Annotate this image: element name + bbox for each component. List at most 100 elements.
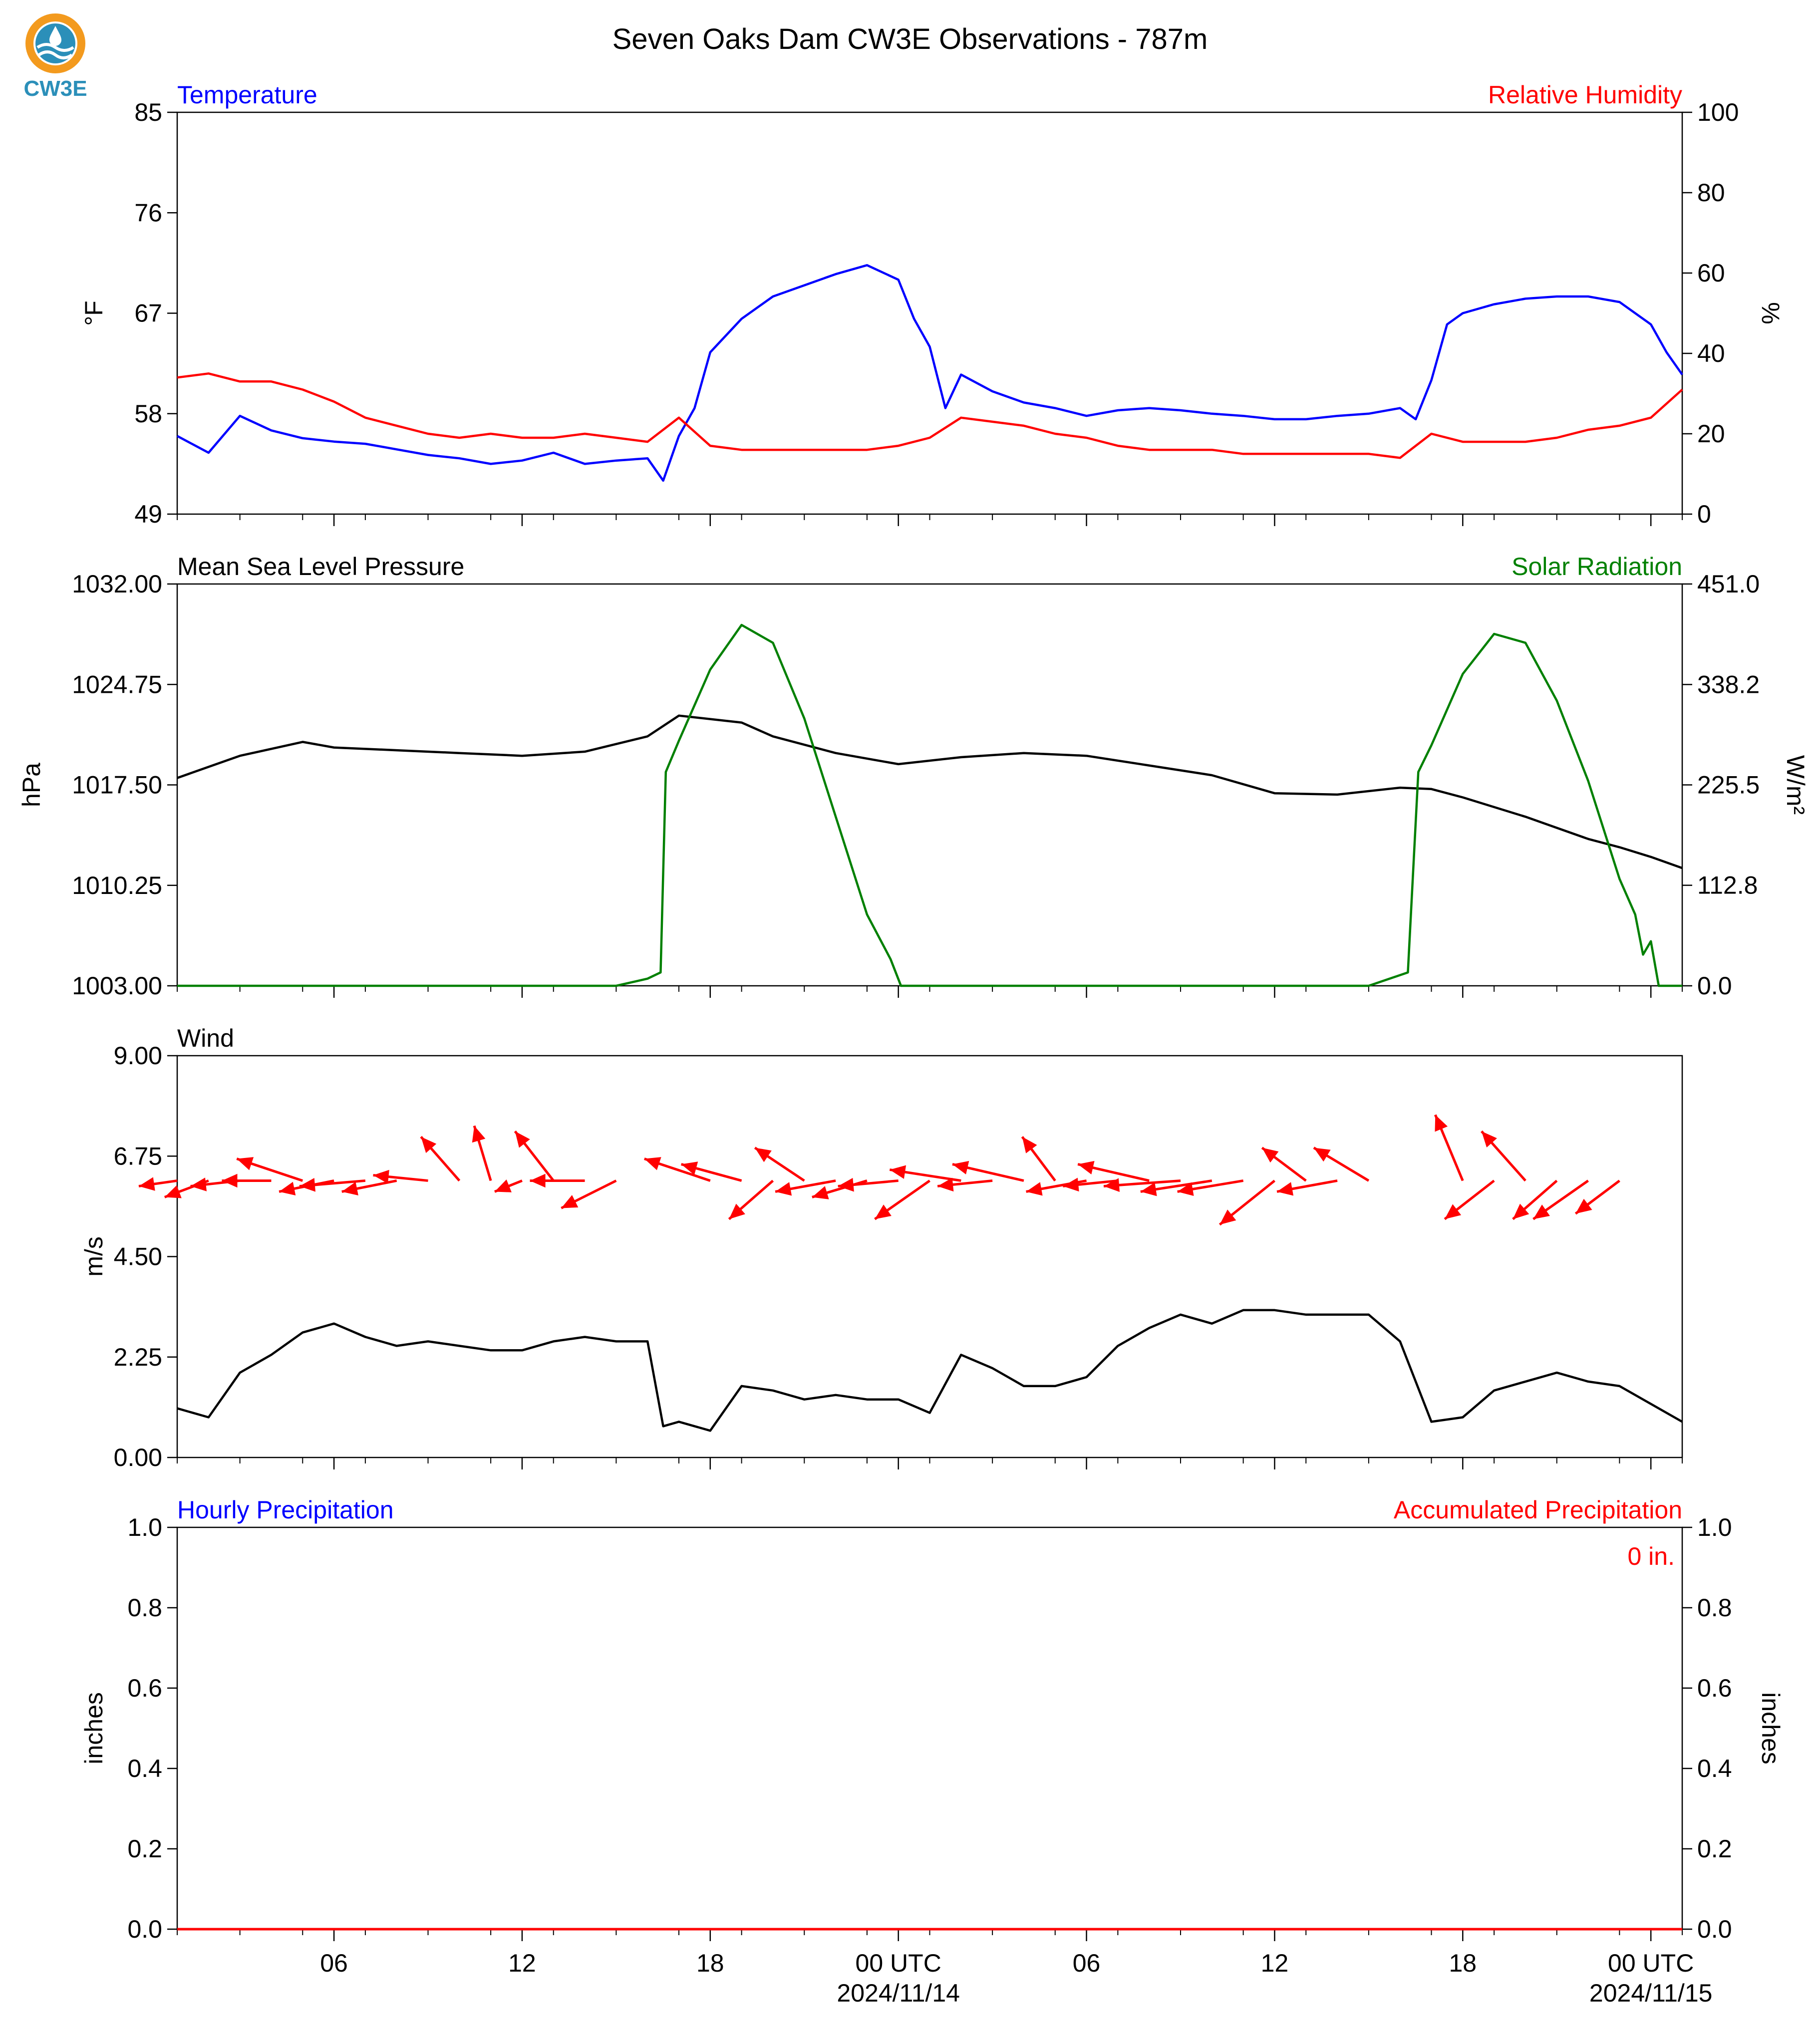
y-tick-label: 9.00	[114, 1042, 162, 1070]
panel-temperature-humidity: Temperature Relative Humidity 49 58 67 76 85 0 2…	[80, 81, 1785, 528]
x-tick-label: 12	[1261, 1949, 1289, 1977]
wind-arrow-head	[164, 1185, 182, 1198]
y-right-tick-label: 1.0	[1697, 1513, 1732, 1541]
wind-arrow-head	[373, 1169, 389, 1184]
y-right-tick-label: 451.0	[1697, 570, 1760, 598]
x-tick-label: 18	[696, 1949, 724, 1977]
wind-arrow-head	[279, 1181, 296, 1195]
x-date-label: 2024/11/15	[1589, 1979, 1713, 2007]
wind-arrow-head	[812, 1186, 829, 1199]
y-tick-label: 1010.25	[72, 871, 162, 899]
accumulated-total-label: 0 in.	[1627, 1542, 1675, 1570]
wind-arrow	[299, 1178, 366, 1192]
panel-left-title: Hourly Precipitation	[177, 1496, 394, 1524]
y-right-tick-label: 0.8	[1697, 1594, 1732, 1622]
wind-arrow	[561, 1179, 617, 1209]
wind-arrow-head	[644, 1157, 661, 1170]
wind-arrow-head	[1262, 1148, 1279, 1163]
wind-arrow-head	[139, 1177, 155, 1191]
wind-arrow	[1103, 1178, 1181, 1192]
wind-arrow	[1140, 1179, 1213, 1196]
y-right-tick-label: 112.8	[1697, 871, 1758, 899]
wind-arrow-head	[1219, 1209, 1236, 1225]
y-right-axis-label: inches	[1757, 1692, 1785, 1764]
y-tick-label: 85	[134, 98, 162, 126]
wind-arrow	[937, 1177, 993, 1192]
y-axis-label: inches	[80, 1692, 108, 1764]
wind-arrow-head	[681, 1161, 698, 1175]
x-tick-label: 18	[1449, 1949, 1477, 1977]
wind-arrow-head	[494, 1179, 512, 1192]
wind-arrow-head	[890, 1165, 907, 1179]
wind-arrow-head	[1313, 1148, 1331, 1162]
y-right-tick-label: 0.2	[1697, 1835, 1732, 1863]
y-tick-label: 2.25	[114, 1343, 162, 1371]
wind-arrow	[1512, 1179, 1558, 1220]
chart-title: Seven Oaks Dam CW3E Observations - 787m	[612, 23, 1208, 55]
wind-arrow-head	[1078, 1160, 1095, 1174]
wind-arrow-head	[530, 1173, 546, 1188]
y-right-axis-label: W/m²	[1782, 755, 1810, 815]
y-tick-label: 76	[134, 199, 162, 227]
wind-arrow-head	[1177, 1182, 1194, 1196]
wind-arrow	[1261, 1147, 1307, 1182]
panel-right-title: Accumulated Precipitation	[1394, 1496, 1682, 1524]
wind-arrow-head	[952, 1160, 969, 1174]
y-tick-label: 49	[134, 500, 162, 528]
y-tick-label: 0.2	[127, 1835, 162, 1863]
y-tick-label: 67	[134, 299, 162, 327]
x-tick-label: 00 UTC	[1608, 1949, 1694, 1977]
wind-arrow	[1313, 1147, 1370, 1182]
wind-arrow	[1434, 1114, 1464, 1181]
wind-arrow	[1063, 1177, 1118, 1192]
wind-arrow	[1574, 1179, 1620, 1215]
wind-arrow	[775, 1179, 836, 1196]
y-right-tick-label: 0.0	[1697, 972, 1732, 1000]
y-right-tick-label: 0.4	[1697, 1754, 1732, 1782]
wind-arrow-head	[190, 1177, 207, 1191]
wind-arrow-head	[515, 1131, 530, 1148]
wind-arrow	[138, 1177, 178, 1191]
logo-text: CW3E	[23, 76, 87, 101]
x-tick-label: 06	[320, 1949, 348, 1977]
wind-arrow-head	[1104, 1178, 1120, 1192]
wind-arrow-head	[222, 1173, 238, 1188]
wind-arrow-head	[1026, 1182, 1043, 1196]
wind-arrow	[952, 1160, 1024, 1182]
wind-arrow	[373, 1169, 428, 1184]
wind-arrow-head	[729, 1203, 745, 1219]
wind-arrow	[838, 1177, 899, 1192]
wind-arrow	[874, 1179, 930, 1220]
y-tick-label: 1003.00	[72, 972, 162, 1000]
wind-arrow-head	[1445, 1204, 1462, 1219]
y-tick-label: 0.00	[114, 1444, 162, 1471]
panel-precipitation: Hourly Precipitation Accumulated Precipit…	[80, 1496, 1785, 2007]
y-axis-label: m/s	[80, 1236, 108, 1277]
wind-arrow-head	[561, 1195, 579, 1208]
wind-arrow	[514, 1130, 555, 1181]
x-tick-label: 12	[508, 1949, 536, 1977]
y-tick-label: 1024.75	[72, 670, 162, 698]
y-right-axis-label: %	[1757, 302, 1785, 324]
series-line-solar-radiation	[177, 623, 1682, 987]
series-line-wind	[177, 1309, 1683, 1432]
wind-arrow	[1177, 1179, 1244, 1196]
wind-arrow-head	[421, 1137, 437, 1153]
cw3e-logo: CW3E	[23, 13, 87, 101]
wind-arrow-head	[472, 1126, 486, 1143]
panel-left-title: Mean Sea Level Pressure	[177, 553, 464, 580]
wind-arrow	[728, 1179, 774, 1220]
y-right-tick-label: 20	[1697, 420, 1725, 448]
wind-arrow	[420, 1136, 461, 1182]
x-tick-label: 06	[1073, 1949, 1101, 1977]
panel-left-title: Temperature	[177, 81, 317, 109]
wind-arrow-head	[838, 1177, 854, 1192]
y-tick-label: 0.0	[127, 1915, 162, 1943]
wind-arrow	[889, 1165, 961, 1182]
x-date-label: 2024/11/14	[837, 1979, 960, 2007]
wind-arrow-head	[1513, 1203, 1529, 1219]
y-axis-label: hPa	[17, 763, 45, 807]
wind-arrow	[1276, 1179, 1338, 1196]
series-line-mean-sea-level-pressure	[177, 714, 1683, 869]
